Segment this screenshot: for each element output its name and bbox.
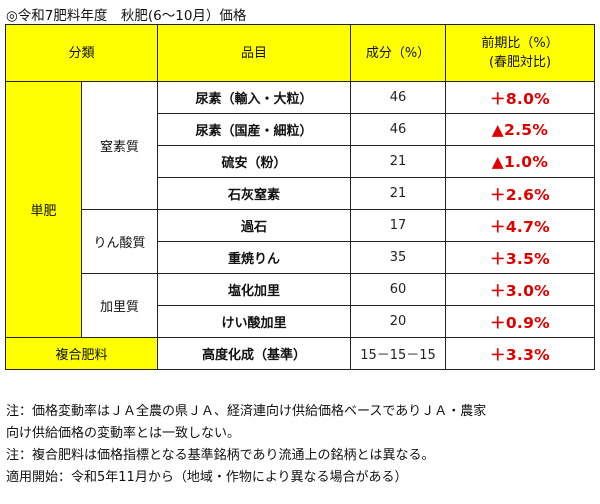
item-name: 高度化成（基準） [157,337,352,370]
table-row: 複合肥料 高度化成（基準） 15－15－15 ＋3.3% [4,337,596,370]
table-row: 硫安（粉） 21 ▲1.0% [6,145,596,178]
table-row: 加里質 塩化加里 60 ＋3.0% [6,273,596,338]
table-row: 重焼りん 35 ＋3.5% [6,241,596,274]
item-name: 尿素（輸入・大粒） [157,81,352,114]
item-name: 塩化加里 [157,273,352,306]
item-name: 硫安（粉） [157,145,352,178]
header-change-line2: (春肥対比) [488,55,552,70]
item-component: 21 [350,177,447,210]
header-item: 品目 [157,24,352,82]
table-row: 尿素（国産・細粒） 46 ▲2.5% [6,113,596,146]
note-line: 注：価格変動率はＪＡ全農の県ＪＡ、経済連向け供給価格ベースでありＪＡ・農家 [6,404,487,419]
note-line: 注：複合肥料は価格指標となる基準銘柄であり流通上の銘柄とは異なる。 [6,448,435,463]
item-change: ＋0.9% [445,305,596,338]
header-change: 前期比（%） (春肥対比) [445,24,596,82]
group-compound: 複合肥料 [4,337,159,370]
header-change-line1: 前期比（%） [481,36,559,51]
item-name: 石灰窒素 [157,177,352,210]
item-change: ▲1.0% [445,145,596,178]
item-change: ＋4.7% [445,209,596,242]
item-change: ＋3.3% [445,337,596,370]
item-component: 20 [350,305,447,338]
item-change: ▲2.5% [445,113,596,146]
group-phosphate: りん酸質 [80,209,159,274]
table-header-row: 分類 品目 成分（%） 前期比（%） (春肥対比) [4,24,596,82]
notes: 注：価格変動率はＪＡ全農の県ＪＡ、経済連向け供給価格ベースでありＪＡ・農家 向け… [6,401,594,489]
table-title: ◎令和7肥料年度 秋肥(6～10月）価格 [6,8,247,24]
note-line: 向け供給価格の変動率とは一致しない。 [6,426,241,441]
item-component: 46 [350,81,447,114]
note-line: 適用開始：令和5年11月から（地域・作物により異なる場合がある） [6,470,408,485]
fertilizer-price-table: 分類 品目 成分（%） 前期比（%） (春肥対比) 単肥 窒素質 尿素（輸入・大… [4,24,596,370]
table-row: りん酸質 過石 17 ＋4.7% [6,209,596,274]
item-name: 尿素（国産・細粒） [157,113,352,146]
item-name: 過石 [157,209,352,242]
group-potassium: 加里質 [80,273,159,338]
item-change: ＋2.6% [445,177,596,210]
item-change: ＋8.0% [445,81,596,114]
item-component: 21 [350,145,447,178]
item-name: 重焼りん [157,241,352,274]
item-component: 35 [350,241,447,274]
table-row: けい酸加里 20 ＋0.9% [6,305,596,338]
item-component: 17 [350,209,447,242]
item-name: けい酸加里 [157,305,352,338]
item-change: ＋3.0% [445,273,596,306]
header-component: 成分（%） [350,24,447,82]
table-row: 単肥 窒素質 尿素（輸入・大粒） 46 ＋8.0% [5,81,596,338]
item-change: ＋3.5% [445,241,596,274]
item-component: 60 [350,273,447,306]
item-component: 15－15－15 [350,337,447,370]
group-single: 単肥 [5,81,82,338]
item-component: 46 [350,113,447,146]
header-category: 分類 [4,24,159,82]
group-nitrogen: 窒素質 [80,81,159,210]
table-row: 石灰窒素 21 ＋2.6% [6,177,596,210]
